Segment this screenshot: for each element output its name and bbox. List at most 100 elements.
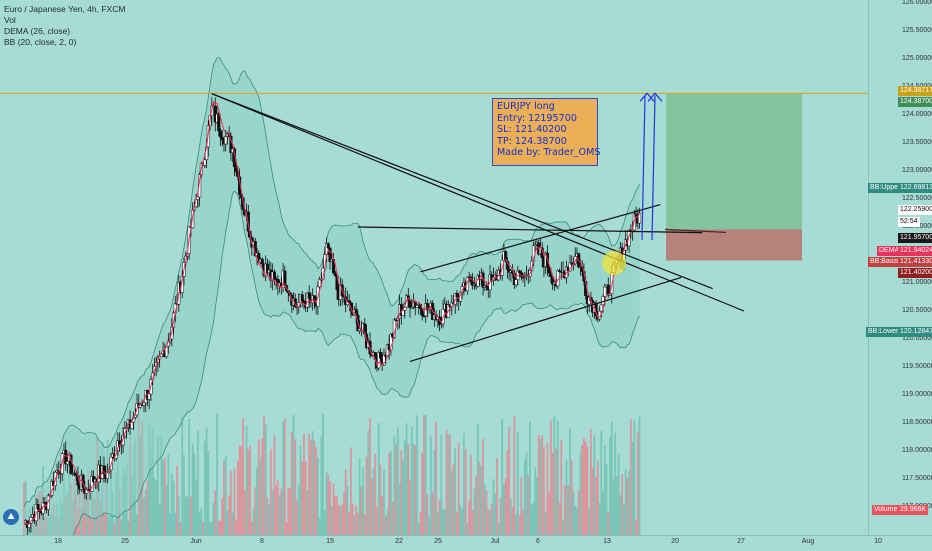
bb-lower-line bbox=[23, 190, 640, 550]
volume-bar bbox=[193, 453, 196, 535]
candle-body bbox=[69, 454, 73, 475]
trade-note[interactable]: EURJPY long Entry: 12195700 SL: 121.4020… bbox=[492, 98, 600, 166]
volume-bar bbox=[636, 431, 639, 535]
volume-bar bbox=[89, 516, 91, 535]
candle-body bbox=[142, 402, 146, 406]
volume-bar bbox=[205, 427, 208, 535]
candle-body bbox=[627, 229, 631, 247]
legend-bb[interactable]: BB (20, close, 2, 0) bbox=[4, 37, 77, 47]
volume-bar bbox=[151, 427, 154, 535]
candle-body bbox=[272, 271, 276, 279]
up-arrow-head bbox=[647, 92, 663, 102]
volume-bar bbox=[416, 415, 418, 535]
volume-bar bbox=[423, 415, 425, 535]
volume-bar bbox=[478, 462, 481, 535]
volume-bar bbox=[179, 522, 182, 535]
volume-bar bbox=[268, 503, 271, 535]
time-tick-label: Jul bbox=[490, 538, 500, 545]
volume-bar bbox=[257, 439, 260, 535]
entry-badge: 121.95700 bbox=[898, 233, 932, 244]
candle-body bbox=[105, 471, 110, 479]
price-tick-label: 125.50000 bbox=[902, 27, 932, 34]
candle-body bbox=[220, 136, 224, 141]
volume-bar bbox=[186, 496, 189, 535]
volume-bar bbox=[605, 464, 608, 535]
volume-bar bbox=[214, 490, 217, 535]
volume-bar bbox=[370, 478, 373, 535]
volume-bar bbox=[603, 445, 606, 535]
volume-bar bbox=[635, 519, 637, 535]
volume-bar bbox=[196, 430, 199, 535]
candle-body bbox=[305, 292, 309, 308]
candle-body bbox=[265, 263, 269, 274]
countdown-badge: 52:54 bbox=[898, 217, 920, 228]
volume-bar bbox=[541, 435, 544, 535]
tradingview-logo-icon[interactable]: ⛰ bbox=[3, 509, 19, 525]
volume-bar bbox=[628, 471, 631, 535]
volume-bar bbox=[384, 515, 387, 535]
volume-bar bbox=[212, 502, 215, 535]
candle-body bbox=[307, 292, 311, 299]
price-tick-label: 118.00000 bbox=[902, 447, 932, 454]
volume-bar bbox=[276, 480, 279, 535]
volume-bar bbox=[350, 447, 352, 535]
candle-body bbox=[217, 113, 221, 132]
volume-bar bbox=[520, 476, 523, 535]
volume-bar bbox=[391, 501, 394, 535]
volume-bar bbox=[327, 474, 330, 535]
time-tick-label: 22 bbox=[395, 538, 403, 545]
entry-marker-line bbox=[664, 228, 727, 234]
volume-bar bbox=[223, 460, 225, 535]
volume-bar bbox=[273, 435, 276, 535]
volume-bar bbox=[167, 453, 170, 535]
volume-bar bbox=[616, 476, 618, 535]
volume-bar bbox=[313, 440, 316, 535]
volume-bar bbox=[176, 465, 178, 535]
legend-vol[interactable]: Vol bbox=[4, 15, 16, 25]
volume-bar bbox=[633, 420, 636, 535]
candle-body bbox=[72, 472, 76, 475]
volume-bar bbox=[264, 424, 267, 535]
volume-bar bbox=[177, 496, 180, 535]
candle-body bbox=[198, 174, 202, 198]
volume-bar bbox=[240, 446, 243, 535]
horizontal-level-badge: 124.38717 bbox=[898, 86, 932, 97]
volume-bar bbox=[292, 414, 295, 535]
volume-bar bbox=[543, 446, 545, 535]
volume-bar bbox=[494, 493, 497, 535]
candle-body bbox=[378, 352, 383, 359]
time-tick-label: Aug bbox=[801, 538, 815, 545]
volume-bar bbox=[377, 422, 380, 535]
candle-body bbox=[518, 270, 522, 273]
candle-body bbox=[408, 300, 412, 309]
legend-dema[interactable]: DEMA (26, close) bbox=[4, 26, 71, 36]
volume-bar bbox=[355, 505, 358, 535]
volume-bar bbox=[372, 467, 375, 535]
candle-body bbox=[638, 212, 642, 224]
volume-bar bbox=[468, 500, 471, 535]
volume-bar bbox=[306, 490, 309, 535]
volume-bar bbox=[233, 468, 236, 535]
trendline bbox=[409, 276, 682, 362]
volume-bar bbox=[358, 458, 361, 535]
volume-bar bbox=[518, 515, 521, 535]
volume-bar bbox=[209, 522, 211, 535]
volume-bar bbox=[261, 438, 264, 535]
volume-bar bbox=[184, 495, 187, 535]
time-axis[interactable] bbox=[0, 535, 932, 551]
price-tick-label: 123.50000 bbox=[902, 139, 932, 146]
volume-bar bbox=[497, 522, 500, 535]
volume-bar bbox=[454, 448, 457, 535]
volume-bar bbox=[183, 454, 185, 535]
highlight-circle bbox=[602, 251, 626, 275]
volume-bar bbox=[476, 423, 479, 535]
symbol-title[interactable]: Euro / Japanese Yen, 4h, FXCM bbox=[4, 4, 126, 14]
volume-bar bbox=[365, 456, 368, 535]
volume-bar bbox=[402, 459, 404, 535]
trendline bbox=[211, 93, 713, 290]
volume-bar bbox=[398, 483, 401, 535]
volume-bar bbox=[570, 460, 573, 535]
volume-bar bbox=[144, 489, 147, 535]
price-tick-label: 119.50000 bbox=[902, 363, 932, 370]
